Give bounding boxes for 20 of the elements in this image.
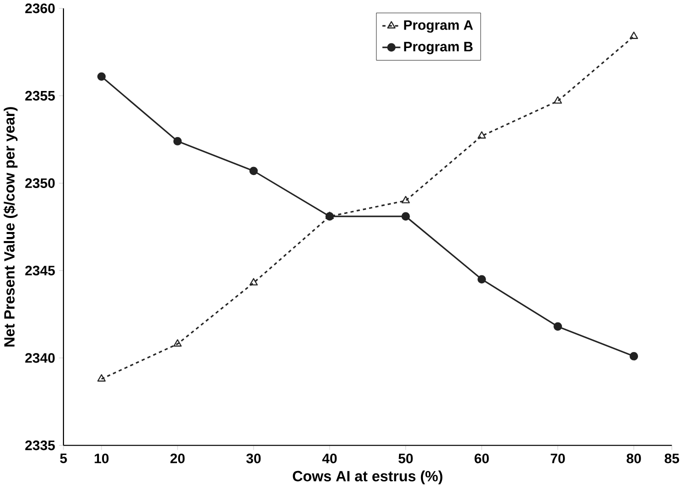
x-tick-label: 70 <box>550 454 565 464</box>
x-tick-label: 5 <box>60 454 67 464</box>
legend-label: Program A <box>404 20 473 33</box>
y-tick-label: 2360 <box>25 4 55 14</box>
legend-label: Program B <box>404 42 473 54</box>
y-axis-title: Net Present Value ($/cow per year) <box>4 107 18 347</box>
y-tick-label: 2340 <box>25 353 55 363</box>
x-tick-label: 40 <box>322 454 337 464</box>
x-tick-label: 30 <box>246 454 261 464</box>
y-tick-label: 2350 <box>25 178 55 188</box>
y-tick-label: 2335 <box>25 440 55 450</box>
x-tick-label: 80 <box>626 454 641 464</box>
x-tick-label: 60 <box>474 454 489 464</box>
x-tick-label: 50 <box>398 454 413 464</box>
y-tick-label: 2345 <box>25 266 55 276</box>
x-axis-title: Cows AI at estrus (%) <box>292 470 442 484</box>
x-tick-label: 20 <box>170 454 185 464</box>
x-tick-label: 85 <box>664 454 680 464</box>
x-tick-label: 10 <box>94 454 109 464</box>
y-tick-label: 2355 <box>25 91 55 101</box>
